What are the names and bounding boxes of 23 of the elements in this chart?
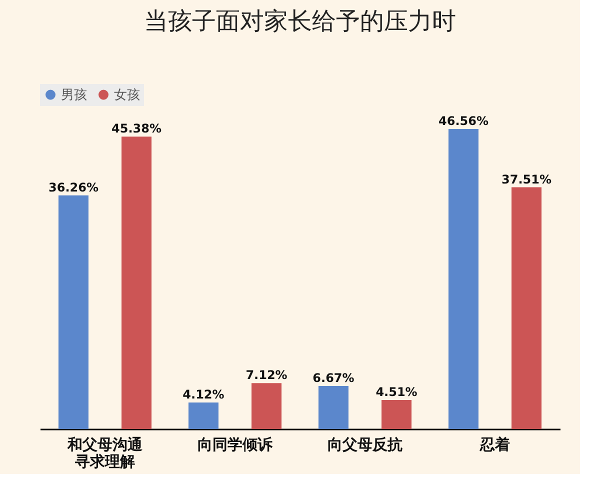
x-tick-label: 忍着 — [479, 436, 510, 454]
x-tick-label: 向父母反抗 — [328, 436, 402, 454]
chart-title: 当孩子面对家长给予的压力时 — [144, 7, 456, 35]
data-label: 6.67% — [312, 371, 354, 386]
bar — [318, 386, 348, 429]
bar — [512, 187, 542, 429]
data-label: 45.38% — [112, 122, 162, 136]
bar — [188, 402, 218, 429]
data-label: 37.51% — [502, 172, 552, 186]
x-tick-label: 和父母沟通寻求理解 — [66, 436, 144, 470]
bar — [382, 400, 412, 429]
x-tick-label: 向同学倾诉 — [198, 436, 274, 454]
legend-label: 女孩 — [114, 88, 140, 103]
legend-label: 男孩 — [61, 88, 87, 103]
data-label: 4.51% — [376, 384, 418, 399]
data-label: 36.26% — [48, 180, 98, 194]
bar — [122, 136, 152, 429]
data-label: 46.56% — [438, 114, 488, 128]
bar — [58, 195, 88, 429]
data-label: 4.12% — [182, 387, 224, 402]
bar — [252, 383, 282, 429]
bar — [448, 129, 478, 429]
data-label: 7.12% — [246, 368, 288, 382]
